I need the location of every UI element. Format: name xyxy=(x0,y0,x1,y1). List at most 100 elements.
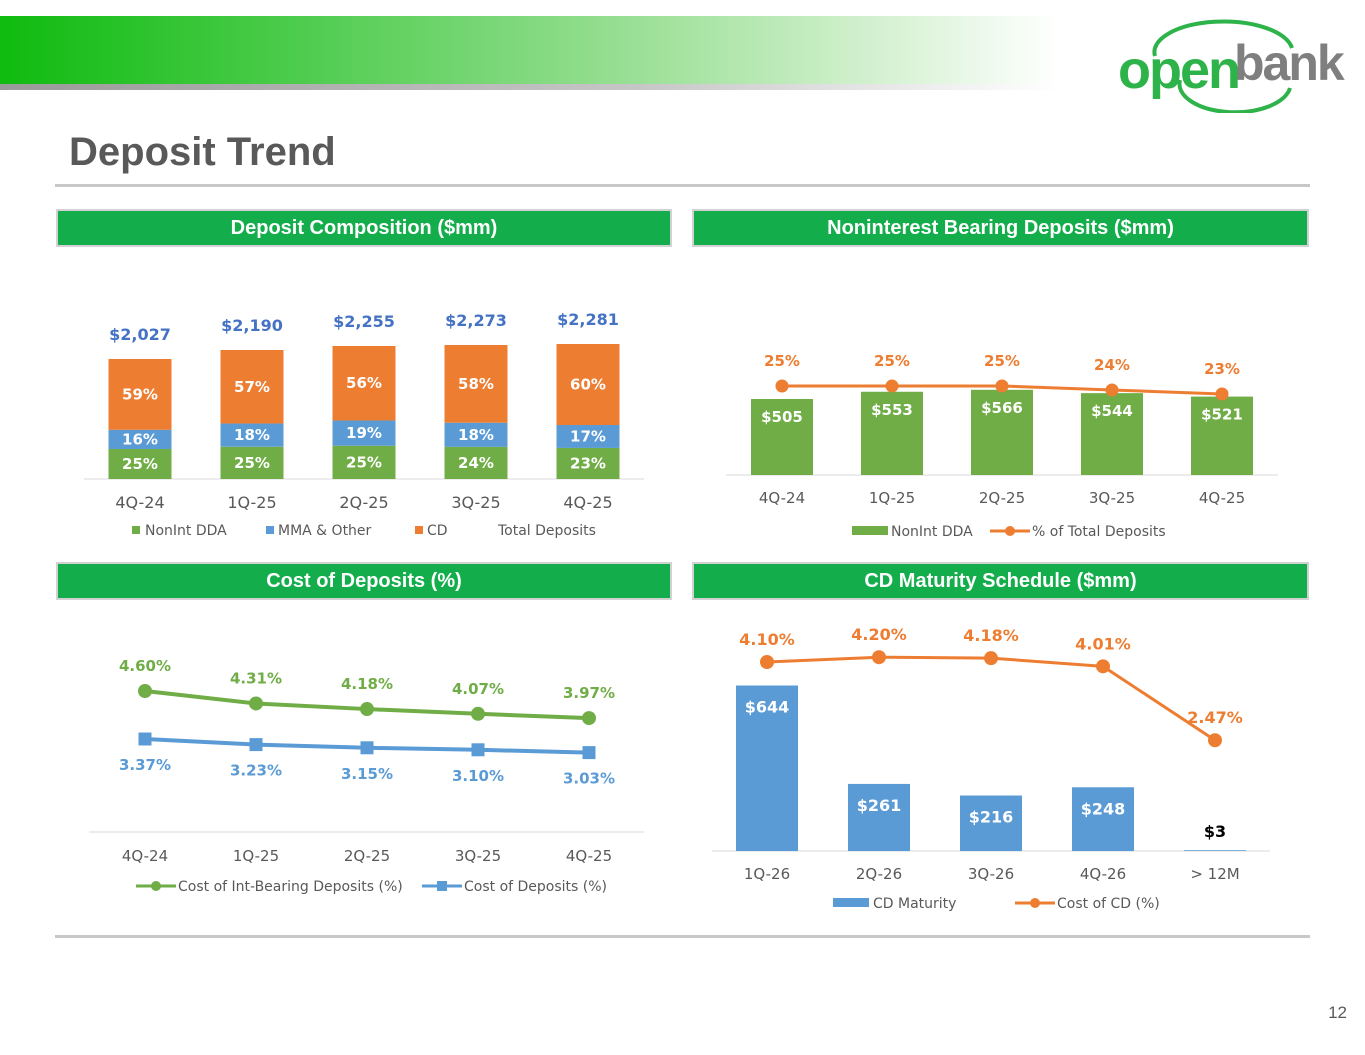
logo-bottom-arc xyxy=(1177,79,1292,113)
bar-value-label: $248 xyxy=(1081,799,1126,818)
total-label: $2,190 xyxy=(221,316,283,335)
legend-total-label: Total Deposits xyxy=(497,523,596,539)
cost-panel-title: Cost of Deposits (%) xyxy=(56,562,672,600)
pct-marker-2 xyxy=(995,379,1009,393)
data-label: 19% xyxy=(346,424,382,442)
int-bearing-label: 4.07% xyxy=(452,680,504,698)
tick-label: 3Q-25 xyxy=(1089,489,1135,507)
tick-label: 2Q-25 xyxy=(979,489,1025,507)
logo-word-bank: bank xyxy=(1234,35,1345,91)
pct-label: 23% xyxy=(1204,360,1240,378)
noninterest-deposits-chart: $505 4Q-24 $553 1Q-25 $566 2Q-25 $544 3Q-25 $521… xyxy=(726,352,1278,540)
footer-divider xyxy=(55,935,1310,938)
deposit-cost-label: 3.03% xyxy=(563,770,615,788)
tick-label: 4Q-24 xyxy=(115,493,164,512)
data-label: 23% xyxy=(570,454,606,472)
data-label: 60% xyxy=(570,376,606,394)
bar-nonint-dda-1 xyxy=(861,391,923,475)
bar-mma-other-1 xyxy=(220,423,284,447)
bar-value-label: $261 xyxy=(857,796,902,815)
legend-cd-maturity-label: CD Maturity xyxy=(873,896,956,912)
bar-cd-2 xyxy=(332,346,396,421)
cd-cost-label: 4.18% xyxy=(963,626,1019,645)
int-bearing-label: 4.31% xyxy=(230,669,282,687)
tick-label: 3Q-25 xyxy=(451,493,500,512)
bar-nonint-dda-2 xyxy=(971,389,1033,475)
bar-nonint-dda-0 xyxy=(751,398,813,475)
title-divider xyxy=(55,184,1310,187)
data-label: 18% xyxy=(234,426,270,444)
legend-cd-swatch xyxy=(415,526,423,534)
bar-cd-3 xyxy=(444,345,508,423)
deposit-composition-chart: 25% 16% 59% $2,027 4Q-24 25% 18% 57% $2,190 1Q-25… xyxy=(84,310,644,539)
bar-mma-other-2 xyxy=(332,420,396,446)
logo-top-arc xyxy=(1152,19,1294,57)
total-label: $2,281 xyxy=(557,310,619,329)
tick-label: 1Q-25 xyxy=(227,493,276,512)
legend-nonint-label: NonInt DDA xyxy=(145,523,227,539)
pct-marker-4 xyxy=(1215,387,1229,401)
int-bearing-label: 4.60% xyxy=(119,657,171,675)
tick-label: 4Q-25 xyxy=(563,493,612,512)
cd-cost-label: 4.01% xyxy=(1075,634,1131,653)
pct-marker-0 xyxy=(775,379,789,393)
tick-label: 4Q-24 xyxy=(122,847,168,865)
int-bearing-marker-4 xyxy=(582,711,596,726)
data-label: 24% xyxy=(458,454,494,472)
nonint-panel-title: Noninterest Bearing Deposits ($mm) xyxy=(692,209,1309,247)
int-bearing-marker-2 xyxy=(360,702,374,717)
bar-nonint-dda-2 xyxy=(332,445,396,479)
deposit-cost-label: 3.37% xyxy=(119,756,171,774)
bar-value-label: $216 xyxy=(969,807,1014,826)
open-bank-logo: open bank xyxy=(1118,19,1347,113)
bar-value-label: $566 xyxy=(981,399,1023,417)
tick-label: 4Q-25 xyxy=(566,847,612,865)
tick-label: 4Q-25 xyxy=(1199,489,1245,507)
legend-mma-swatch xyxy=(266,526,274,534)
header-bar-shadow xyxy=(0,84,1060,90)
legend-pct-label: % of Total Deposits xyxy=(1032,524,1166,540)
tick-label: 4Q-24 xyxy=(759,489,805,507)
bar-nonint-dda-1 xyxy=(220,446,284,479)
cd-maturity-chart: $644 1Q-26 $261 2Q-26 $216 3Q-26 $248 4Q-26 $3 > … xyxy=(712,625,1270,912)
pct-marker-1 xyxy=(885,379,899,393)
pct-label: 25% xyxy=(984,352,1020,370)
bar-cd-maturity-1 xyxy=(848,783,910,851)
legend-deposit-cost-label: Cost of Deposits (%) xyxy=(464,879,607,895)
deposit-cost-marker-1 xyxy=(249,738,263,752)
cd-cost-marker-3 xyxy=(1096,659,1110,674)
bar-value-label: $3 xyxy=(1204,822,1226,841)
cost-of-deposits-chart: 4.60% 3.37% 4Q-24 4.31% 3.23% 1Q-25 4.18% 3.15%… xyxy=(89,657,644,895)
data-label: 25% xyxy=(346,453,382,471)
pct-label: 25% xyxy=(874,352,910,370)
int-bearing-marker-3 xyxy=(471,706,485,721)
page-title: Deposit Trend xyxy=(69,130,336,174)
bar-mma-other-3 xyxy=(444,422,508,447)
legend-cd-maturity-swatch xyxy=(833,898,869,907)
cd-cost-marker-0 xyxy=(760,655,774,669)
tick-label: 3Q-25 xyxy=(455,847,501,865)
cd-cost-label: 4.20% xyxy=(851,625,907,644)
tick-label: 2Q-25 xyxy=(344,847,390,865)
deposit-cost-marker-3 xyxy=(471,743,485,757)
deposit-cost-label: 3.10% xyxy=(452,767,504,785)
bar-mma-other-4 xyxy=(556,425,620,448)
tick-label: 2Q-26 xyxy=(856,865,902,883)
legend-int-bearing-swatch-marker xyxy=(151,881,161,891)
legend-int-bearing-label: Cost of Int-Bearing Deposits (%) xyxy=(178,879,403,895)
data-label: 16% xyxy=(122,430,158,448)
data-label: 57% xyxy=(234,378,270,396)
deposit-cost-label: 3.23% xyxy=(230,762,282,780)
cd-cost-label: 2.47% xyxy=(1187,708,1243,727)
bar-cd-maturity-3 xyxy=(1072,787,1134,851)
int-bearing-marker-0 xyxy=(138,684,152,698)
int-bearing-label: 3.97% xyxy=(563,684,615,702)
bar-nonint-dda-3 xyxy=(444,446,508,479)
bar-mma-other-0 xyxy=(108,429,172,449)
legend-cost-of-cd-label: Cost of CD (%) xyxy=(1057,896,1160,912)
tick-label: 3Q-26 xyxy=(968,865,1014,883)
tick-label: > 12M xyxy=(1190,865,1239,883)
deposit-cost-marker-4 xyxy=(582,746,596,760)
total-label: $2,273 xyxy=(445,311,507,330)
data-label: 17% xyxy=(570,427,606,445)
